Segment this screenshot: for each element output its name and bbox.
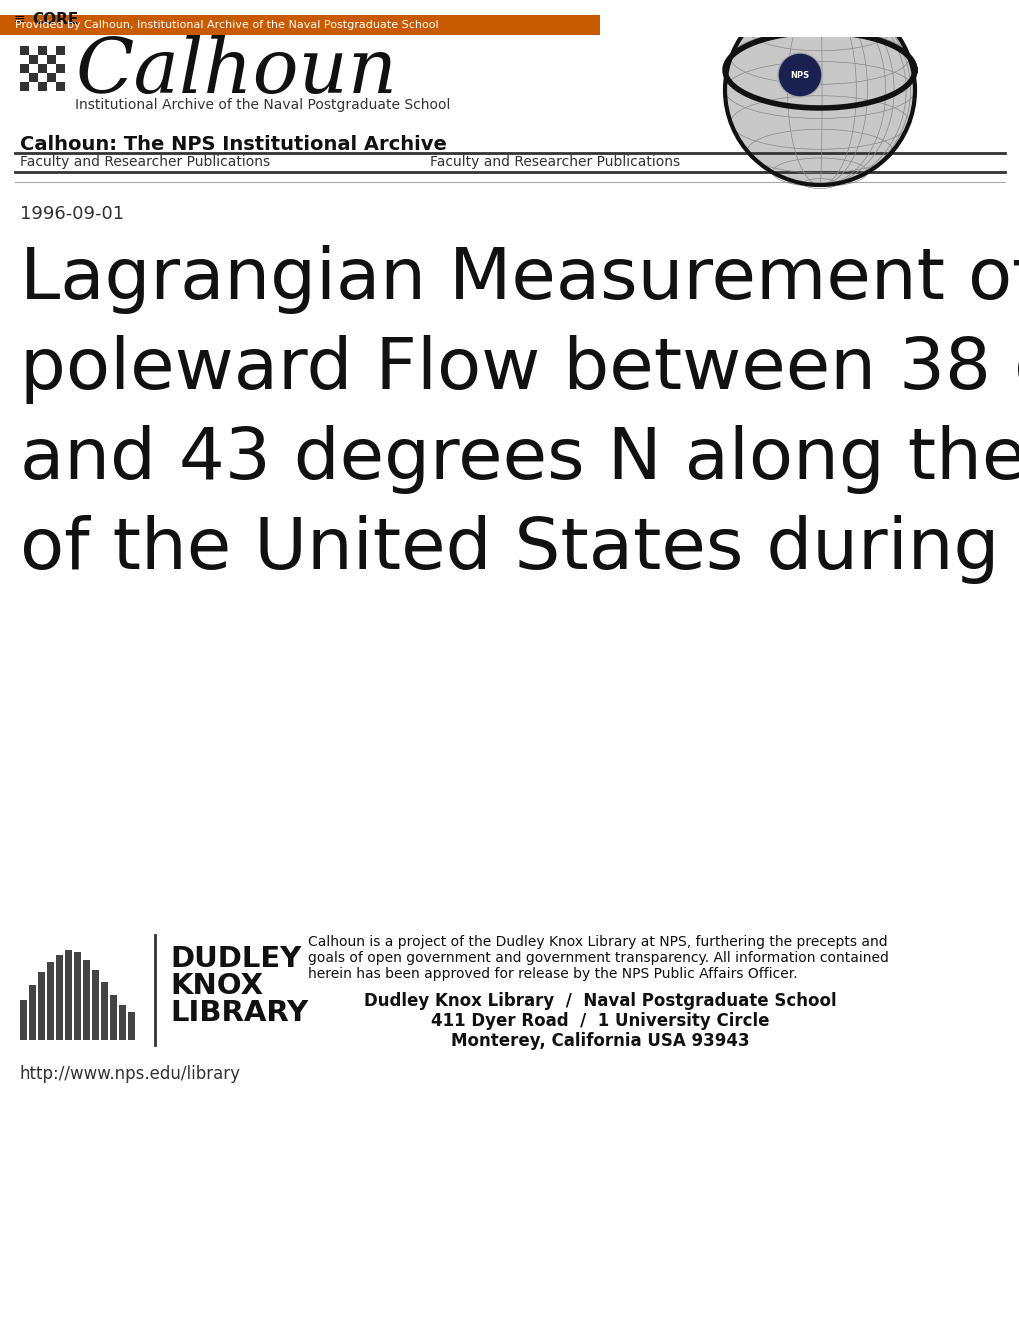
Text: Calhoun: Calhoun — [75, 36, 396, 110]
Bar — [47, 63, 56, 73]
Bar — [38, 73, 47, 82]
Text: Calhoun is a project of the Dudley Knox Library at NPS, furthering the precepts : Calhoun is a project of the Dudley Knox … — [308, 935, 887, 949]
Bar — [38, 63, 47, 73]
Bar — [65, 950, 72, 1040]
Bar — [110, 995, 117, 1040]
Bar — [20, 82, 29, 91]
Bar — [47, 82, 56, 91]
Bar — [20, 55, 29, 63]
Text: 1996-09-01: 1996-09-01 — [20, 205, 124, 223]
Bar — [20, 73, 29, 82]
Bar — [101, 982, 108, 1040]
Bar — [56, 82, 65, 91]
Text: poleward Flow between 38 degrees N: poleward Flow between 38 degrees N — [20, 335, 1019, 404]
Text: CORE: CORE — [32, 12, 78, 26]
Text: Monterey, California USA 93943: Monterey, California USA 93943 — [450, 1032, 749, 1049]
Bar — [47, 73, 56, 82]
Text: NPS: NPS — [790, 70, 809, 79]
Bar — [0, 15, 1019, 36]
Bar — [83, 960, 90, 1040]
Text: and 43 degrees N along the West Coast: and 43 degrees N along the West Coast — [20, 425, 1019, 494]
Text: Metadata, citation and similar papers at core.ac.uk: Metadata, citation and similar papers at… — [648, 12, 1004, 26]
Text: of the United States during Summer, 1993: of the United States during Summer, 1993 — [20, 515, 1019, 583]
Text: 411 Dyer Road  /  1 University Circle: 411 Dyer Road / 1 University Circle — [430, 1012, 768, 1030]
Bar — [599, 0, 1019, 37]
Text: Lagrangian Measurement of subsurface: Lagrangian Measurement of subsurface — [20, 246, 1019, 314]
Text: Faculty and Researcher Publications: Faculty and Researcher Publications — [20, 154, 270, 169]
Bar — [38, 972, 45, 1040]
Bar — [92, 970, 99, 1040]
Text: DUDLEY: DUDLEY — [170, 945, 301, 973]
Text: Faculty and Researcher Publications: Faculty and Researcher Publications — [430, 154, 680, 169]
Bar — [20, 46, 29, 55]
Bar — [56, 73, 65, 82]
Text: Calhoun: The NPS Institutional Archive: Calhoun: The NPS Institutional Archive — [20, 135, 446, 154]
Text: http://www.nps.edu/library: http://www.nps.edu/library — [20, 1065, 240, 1082]
Bar — [20, 63, 29, 73]
Circle shape — [725, 0, 914, 185]
Bar — [47, 46, 56, 55]
Bar — [74, 952, 81, 1040]
Bar — [127, 1012, 135, 1040]
Bar — [47, 55, 56, 63]
Bar — [47, 962, 54, 1040]
Bar — [29, 73, 38, 82]
Bar — [29, 985, 36, 1040]
Text: Institutional Archive of the Naval Postgraduate School: Institutional Archive of the Naval Postg… — [75, 98, 450, 112]
Bar — [38, 82, 47, 91]
Bar — [56, 63, 65, 73]
Bar — [119, 1005, 126, 1040]
Bar — [56, 46, 65, 55]
Text: goals of open government and government transparency. All information contained: goals of open government and government … — [308, 950, 888, 965]
Circle shape — [777, 53, 821, 96]
Text: herein has been approved for release by the NPS Public Affairs Officer.: herein has been approved for release by … — [308, 968, 797, 981]
Bar — [29, 46, 38, 55]
Bar — [29, 82, 38, 91]
Text: KNOX: KNOX — [170, 972, 263, 1001]
Text: Dudley Knox Library  /  Naval Postgraduate School: Dudley Knox Library / Naval Postgraduate… — [364, 993, 836, 1010]
Bar — [29, 55, 38, 63]
Text: ≡: ≡ — [14, 12, 25, 26]
Bar — [56, 954, 63, 1040]
Text: LIBRARY: LIBRARY — [170, 999, 308, 1027]
Bar — [38, 46, 47, 55]
Bar — [29, 63, 38, 73]
Text: Provided by Calhoun, Institutional Archive of the Naval Postgraduate School: Provided by Calhoun, Institutional Archi… — [15, 20, 438, 30]
Bar — [20, 1001, 26, 1040]
Bar — [38, 55, 47, 63]
Bar — [56, 55, 65, 63]
